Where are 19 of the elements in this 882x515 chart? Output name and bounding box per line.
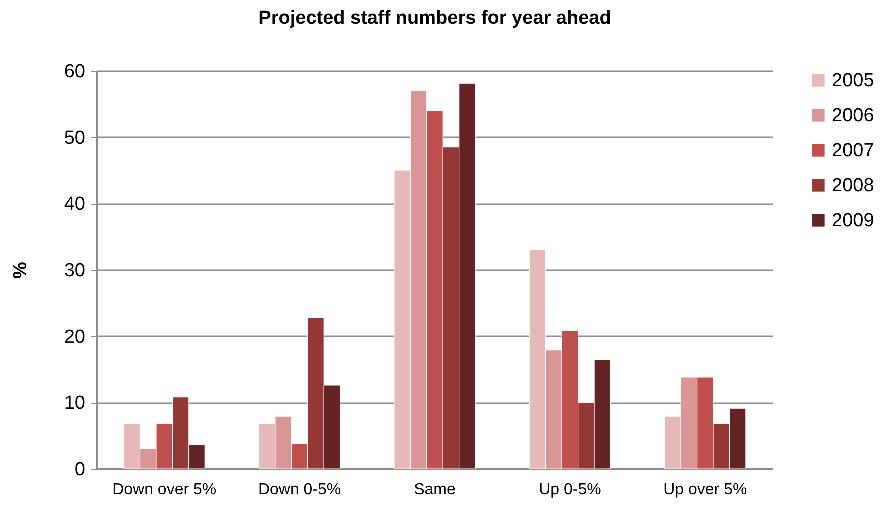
y-tick-label: 10: [64, 393, 86, 414]
x-tick-label: Up over 5%: [664, 482, 748, 498]
y-tick-label: 50: [64, 128, 86, 149]
y-tick-label: 40: [64, 194, 86, 216]
chart-title: Projected staff numbers for year ahead: [258, 8, 612, 29]
x-tick-label: Down 0-5%: [258, 482, 342, 498]
legend-label: 2006: [832, 106, 874, 126]
y-tick-label: 60: [64, 62, 86, 82]
legend-label: 2009: [832, 210, 874, 232]
y-axis-title: %: [10, 262, 32, 279]
y-tick-label: 0: [74, 460, 86, 480]
y-tick-label: 20: [64, 326, 86, 348]
y-tick-label: 30: [64, 260, 86, 282]
x-tick-label: Up 0-5%: [539, 482, 602, 498]
legend-label: 2007: [832, 140, 874, 162]
x-tick-label: Same: [414, 482, 456, 498]
legend-label: 2008: [832, 176, 874, 196]
legend-label: 2005: [832, 70, 874, 92]
x-tick-label: Down over 5%: [112, 482, 217, 498]
